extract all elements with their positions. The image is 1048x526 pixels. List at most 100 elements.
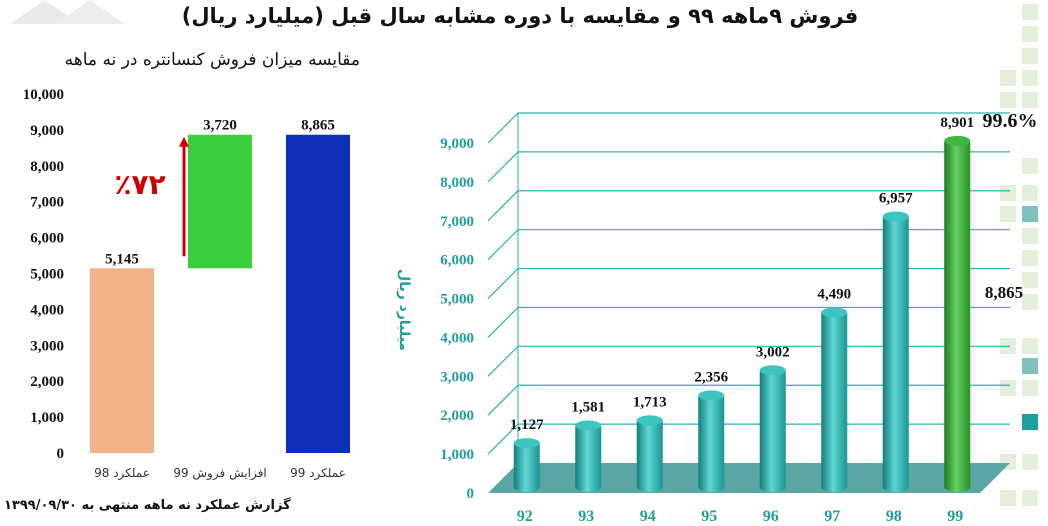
percent-annotation: ٪۷۲ bbox=[114, 168, 165, 201]
cylinder-bar bbox=[882, 216, 909, 492]
decorative-square bbox=[1022, 414, 1038, 430]
decorative-square bbox=[1022, 48, 1038, 64]
gridline bbox=[487, 112, 1010, 144]
cylinder-bar bbox=[636, 420, 663, 492]
y-tick-label: 0 bbox=[467, 486, 475, 502]
decorative-square bbox=[1022, 206, 1038, 222]
decorative-square bbox=[1022, 185, 1038, 201]
decorative-square bbox=[1022, 70, 1038, 86]
data-label: 1,127 bbox=[510, 417, 544, 433]
y-tick-label: 4,000 bbox=[30, 302, 64, 318]
data-label: 3,720 bbox=[203, 118, 237, 134]
y-tick-label: 7,000 bbox=[440, 214, 474, 230]
value-annotation: 8,865 bbox=[985, 283, 1023, 302]
y-tick-label: 8,000 bbox=[30, 159, 64, 175]
bar-increase-99 bbox=[188, 134, 252, 269]
data-label: 4,490 bbox=[817, 286, 851, 302]
decorative-square bbox=[1000, 206, 1016, 222]
decorative-square bbox=[1022, 272, 1038, 288]
cylinder-top bbox=[698, 390, 725, 401]
cylinder-bar bbox=[513, 443, 540, 492]
gridline bbox=[487, 229, 1010, 261]
y-axis-label: میلیارد ریال bbox=[396, 269, 412, 351]
x-tick-label: 94 bbox=[640, 508, 656, 525]
x-tick-label: عملکرد 99 bbox=[290, 466, 346, 481]
chart-floor bbox=[488, 463, 1010, 493]
cylinder-bar bbox=[759, 370, 786, 492]
decorative-square bbox=[1000, 185, 1016, 201]
cylinder-bar bbox=[575, 425, 602, 492]
cylinder-top bbox=[575, 420, 602, 431]
data-label: 8,901 bbox=[940, 115, 974, 131]
decorative-square bbox=[1022, 228, 1038, 244]
growth-annotation: 99.6% bbox=[983, 110, 1038, 132]
decorative-square bbox=[1022, 454, 1038, 470]
data-label: 8,865 bbox=[301, 118, 335, 134]
y-tick-label: 3,000 bbox=[30, 338, 64, 354]
decorative-square bbox=[1000, 92, 1016, 108]
x-tick-label: 97 bbox=[824, 508, 840, 525]
decorative-square bbox=[1000, 380, 1016, 396]
cylinder-top bbox=[882, 211, 909, 222]
footer-note: گزارش عملکرد نه ماهه منتهی به ۱۳۹۹/۰۹/۳۰ bbox=[4, 498, 291, 513]
bar-99 bbox=[286, 134, 350, 453]
y-tick-label: 1,000 bbox=[440, 447, 474, 463]
cylinder-bar bbox=[944, 140, 971, 492]
bar-98 bbox=[90, 268, 154, 453]
gridline bbox=[487, 384, 1010, 416]
decorative-square bbox=[1022, 380, 1038, 396]
y-tick-label: 2,000 bbox=[30, 374, 64, 390]
cylinder-top bbox=[759, 365, 786, 376]
x-tick-label: 92 bbox=[517, 508, 533, 525]
decorative-square bbox=[1000, 490, 1016, 506]
data-label: 6,957 bbox=[879, 190, 913, 206]
decorative-square bbox=[1022, 26, 1038, 42]
y-tick-label: 8,000 bbox=[440, 175, 474, 191]
x-tick-label: عملکرد 98 bbox=[94, 466, 150, 481]
cylinder-top bbox=[821, 307, 848, 318]
cylinder-bar bbox=[698, 395, 725, 492]
data-label: 3,002 bbox=[756, 344, 790, 360]
gridline bbox=[487, 151, 1010, 183]
data-label: 1,713 bbox=[633, 394, 667, 410]
decorative-square bbox=[1022, 358, 1038, 374]
page-title: فروش ۹ماهه ۹۹ و مقایسه با دوره مشابه سال… bbox=[181, 4, 859, 28]
gridline bbox=[487, 267, 1010, 299]
y-tick-label: 4,000 bbox=[440, 330, 474, 346]
gridline bbox=[487, 345, 1010, 377]
gridline bbox=[487, 190, 1010, 222]
y-tick-label: 3,000 bbox=[440, 369, 474, 385]
left-waterfall-chart: 0 1,000 2,000 3,000 4,000 5,000 6,000 7,000 8,00… bbox=[23, 87, 350, 481]
x-tick-label: 93 bbox=[578, 508, 594, 525]
decorative-square bbox=[1022, 338, 1038, 354]
x-tick-label: 95 bbox=[701, 508, 717, 525]
x-tick-label: 96 bbox=[763, 508, 779, 525]
decorative-square bbox=[1022, 294, 1038, 310]
y-tick-label: 7,000 bbox=[30, 195, 64, 211]
y-tick-label: 2,000 bbox=[440, 408, 474, 424]
y-tick-label: 1,000 bbox=[30, 410, 64, 426]
y-tick-label: 9,000 bbox=[440, 136, 474, 152]
gridline bbox=[487, 306, 1010, 338]
increase-arrowhead bbox=[179, 136, 189, 147]
y-tick-label: 5,000 bbox=[30, 267, 64, 283]
cylinder-top bbox=[513, 438, 540, 449]
logo-chevron-icon bbox=[10, 0, 125, 24]
y-tick-label: 5,000 bbox=[440, 292, 474, 308]
decorative-square bbox=[1022, 92, 1038, 108]
decorative-square bbox=[1022, 4, 1038, 20]
x-tick-label: افزایش فروش 99 bbox=[173, 466, 266, 481]
left-chart-title: مقایسه میزان فروش کنسانتره در نه ماهه bbox=[64, 50, 360, 70]
decorative-square bbox=[1022, 158, 1038, 174]
cylinder-top bbox=[944, 135, 971, 146]
data-label: 5,145 bbox=[105, 251, 139, 267]
y-tick-label: 6,000 bbox=[440, 253, 474, 269]
y-tick-label: 0 bbox=[57, 446, 65, 462]
decorative-square bbox=[1022, 490, 1038, 506]
x-tick-label: 99 bbox=[947, 508, 963, 525]
y-tick-label: 9,000 bbox=[30, 123, 64, 139]
data-label: 1,581 bbox=[571, 400, 605, 416]
cylinder-top bbox=[636, 415, 663, 426]
x-tick-label: 98 bbox=[886, 508, 902, 525]
cylinder-bar bbox=[821, 312, 848, 492]
